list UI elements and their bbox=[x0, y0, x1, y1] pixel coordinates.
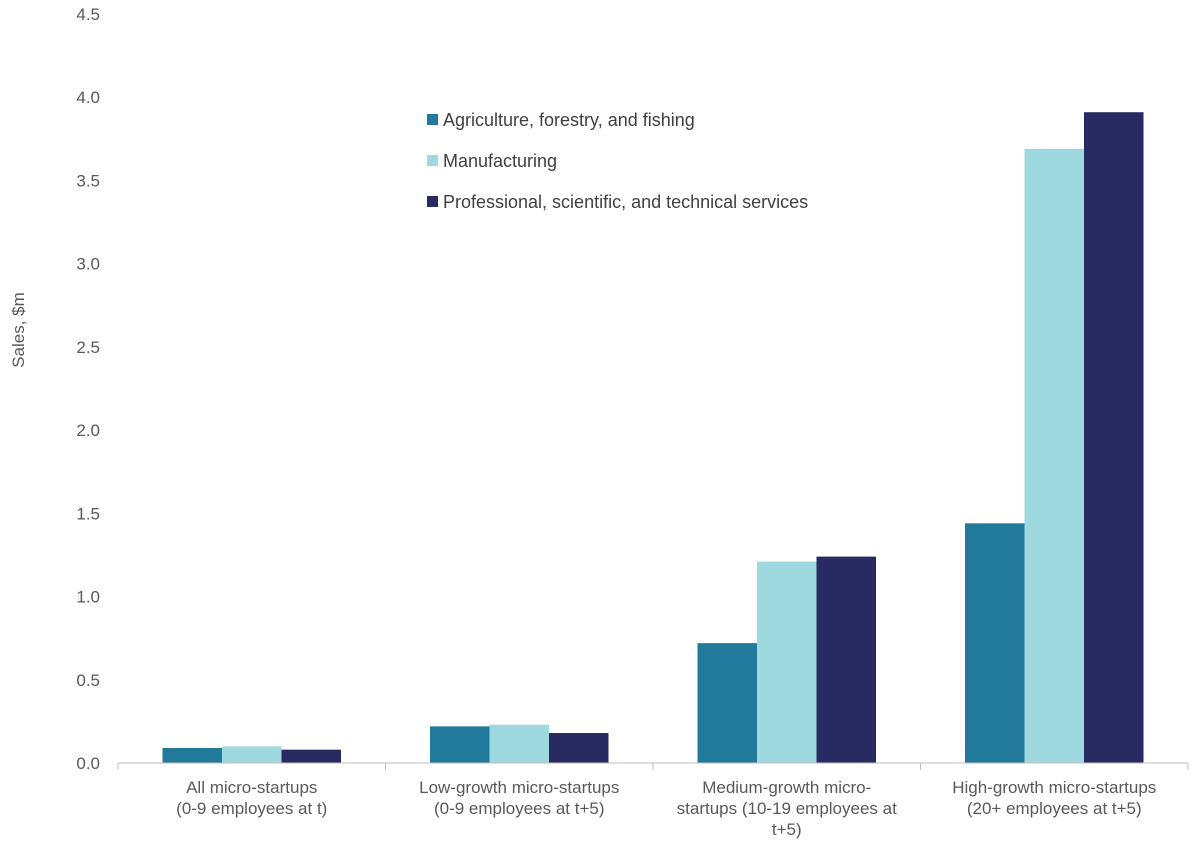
y-tick-label: 4.0 bbox=[76, 88, 100, 107]
y-axis-title: Sales, $m bbox=[9, 292, 28, 368]
y-tick-label: 4.5 bbox=[76, 5, 100, 24]
x-category-label: (0-9 employees at t+5) bbox=[434, 799, 605, 818]
y-tick-label: 1.0 bbox=[76, 588, 100, 607]
x-category-labels: All micro-startups (0-9 employees at t) Lo… bbox=[176, 778, 1156, 839]
bar bbox=[757, 561, 817, 763]
y-tick-label: 1.5 bbox=[76, 504, 100, 523]
bars bbox=[162, 112, 1144, 764]
bar bbox=[489, 724, 549, 763]
legend-swatch bbox=[427, 114, 438, 125]
x-category-label: (0-9 employees at t) bbox=[176, 799, 327, 818]
legend-label: Professional, scientific, and technical … bbox=[443, 192, 808, 212]
y-tick-label: 3.0 bbox=[76, 255, 100, 274]
y-tick-label: 0.0 bbox=[76, 754, 100, 773]
legend-label: Manufacturing bbox=[443, 151, 557, 171]
y-tick-label: 0.5 bbox=[76, 671, 100, 690]
bar bbox=[1084, 112, 1144, 764]
y-tick-label: 2.5 bbox=[76, 338, 100, 357]
bar bbox=[162, 748, 222, 763]
bar bbox=[430, 726, 490, 763]
y-tick-labels: 0.0 0.5 1.0 1.5 2.0 2.5 3.0 3.5 4.0 4.5 bbox=[76, 5, 100, 773]
bar bbox=[816, 556, 876, 763]
x-category-label: High-growth micro-startups bbox=[952, 778, 1156, 797]
legend-label: Agriculture, forestry, and fishing bbox=[443, 110, 695, 130]
y-tick-label: 2.0 bbox=[76, 421, 100, 440]
x-category-label: startups (10-19 employees at bbox=[677, 799, 897, 818]
x-category-label: All micro-startups bbox=[186, 778, 317, 797]
bar bbox=[1024, 148, 1084, 763]
legend-swatch bbox=[427, 155, 438, 166]
bar bbox=[222, 746, 282, 763]
bar bbox=[697, 643, 757, 763]
x-category-label: t+5) bbox=[772, 820, 802, 839]
legend-swatch bbox=[427, 196, 438, 207]
x-category-label: Low-growth micro-startups bbox=[419, 778, 619, 797]
bar bbox=[281, 749, 341, 763]
legend: Agriculture, forestry, and fishing Manufa… bbox=[427, 110, 808, 212]
bar bbox=[965, 523, 1025, 763]
x-category-label: (20+ employees at t+5) bbox=[967, 799, 1142, 818]
bar bbox=[549, 733, 609, 763]
x-category-label: Medium-growth micro- bbox=[702, 778, 871, 797]
x-tick-marks bbox=[117, 763, 1189, 770]
y-tick-label: 3.5 bbox=[76, 171, 100, 190]
